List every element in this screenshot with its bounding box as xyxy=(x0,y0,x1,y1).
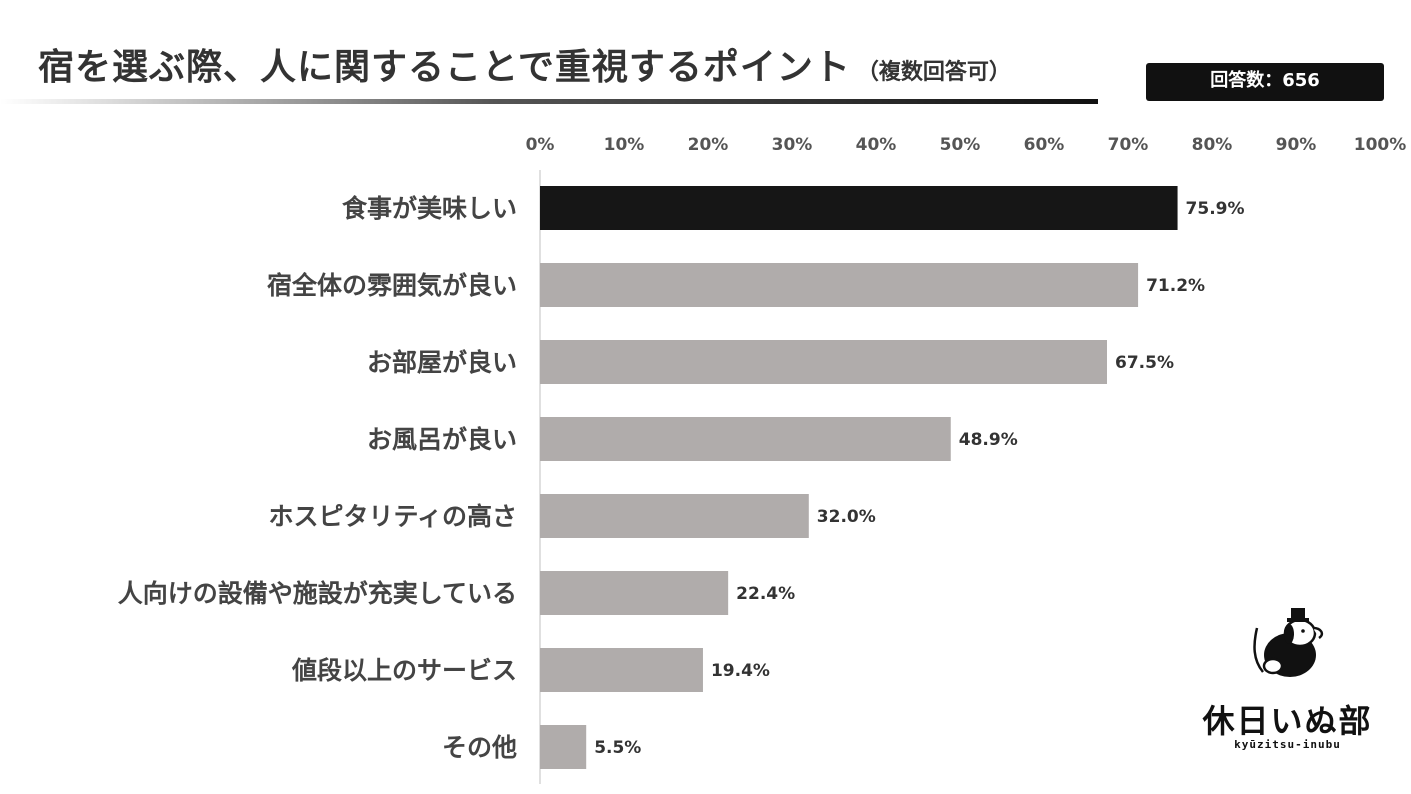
value-label: 48.9% xyxy=(959,430,1018,450)
x-axis-ticks: 0% 10% 20% 30% 40% 50% 60% 70% 80% 90% 100% xyxy=(526,135,1407,155)
page-title: 宿を選ぶ際、人に関することで重視するポイント （複数回答可） xyxy=(38,38,1011,90)
value-label: 5.5% xyxy=(594,738,641,758)
bar xyxy=(540,571,729,615)
x-tick-label: 20% xyxy=(688,135,729,155)
bar xyxy=(540,340,1107,384)
category-label: お風呂が良い xyxy=(367,425,517,454)
x-tick-label: 50% xyxy=(940,135,981,155)
x-tick-label: 30% xyxy=(772,135,813,155)
x-tick-label: 100% xyxy=(1354,135,1407,155)
value-label: 75.9% xyxy=(1186,199,1245,219)
title-subtitle: （複数回答可） xyxy=(856,60,1011,85)
title-underline xyxy=(0,99,1098,104)
value-label: 22.4% xyxy=(736,584,795,604)
value-label: 71.2% xyxy=(1146,276,1205,296)
x-tick-label: 60% xyxy=(1024,135,1065,155)
value-label: 32.0% xyxy=(817,507,876,527)
bar xyxy=(540,725,587,769)
category-label: 食事が美味しい xyxy=(342,194,517,223)
bar xyxy=(540,494,809,538)
bar xyxy=(540,186,1178,230)
value-label: 67.5% xyxy=(1115,353,1174,373)
category-label: ホスピタリティの高さ xyxy=(268,502,517,531)
x-tick-label: 0% xyxy=(526,135,555,155)
x-tick-label: 90% xyxy=(1276,135,1317,155)
bar xyxy=(540,648,703,692)
logo-romaji: kyūzitsu-inubu xyxy=(1234,738,1341,751)
respondents-badge: 回答数：656 xyxy=(1146,63,1384,101)
x-tick-label: 10% xyxy=(604,135,645,155)
category-label: お部屋が良い xyxy=(367,348,517,377)
category-label: 値段以上のサービス xyxy=(291,656,517,685)
value-label: 19.4% xyxy=(711,661,770,681)
category-label: その他 xyxy=(442,733,517,762)
x-tick-label: 80% xyxy=(1192,135,1233,155)
bar xyxy=(540,417,951,461)
title-main: 宿を選ぶ際、人に関することで重視するポイント xyxy=(38,47,851,88)
logo-name: 休日いぬ部 xyxy=(1202,702,1373,740)
x-tick-label: 70% xyxy=(1108,135,1149,155)
chart-bars: 食事が美味しい 75.9% 宿全体の雰囲気が良い 71.2% お部屋が良い 67.5% お風… xyxy=(118,186,1245,769)
category-label: 宿全体の雰囲気が良い xyxy=(267,271,517,300)
brand-logo: 休日いぬ部 kyūzitsu-inubu xyxy=(1195,600,1380,760)
category-label: 人向けの設備や施設が充実している xyxy=(118,579,517,608)
x-tick-label: 40% xyxy=(856,135,897,155)
bar xyxy=(540,263,1139,307)
dog-icon xyxy=(1253,608,1324,677)
